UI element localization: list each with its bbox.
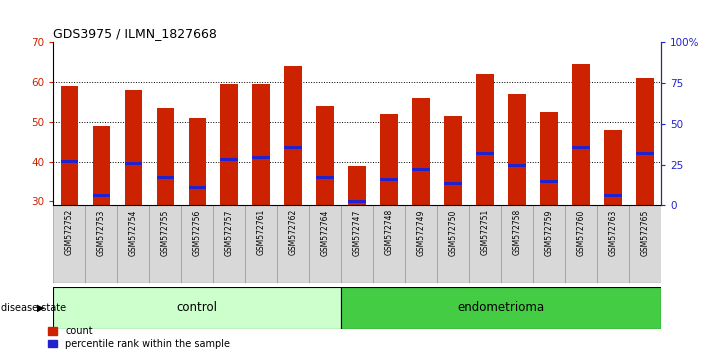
Bar [92, 194, 110, 197]
FancyBboxPatch shape [149, 205, 181, 283]
Text: GSM572758: GSM572758 [513, 209, 522, 256]
Bar [444, 182, 462, 185]
Bar [540, 112, 558, 205]
Text: GSM572762: GSM572762 [289, 209, 298, 256]
FancyBboxPatch shape [501, 205, 533, 283]
Text: GSM572761: GSM572761 [257, 209, 266, 256]
Bar [604, 130, 622, 205]
Bar [604, 194, 622, 197]
Bar [284, 146, 302, 149]
Text: GSM572750: GSM572750 [449, 209, 458, 256]
Text: GSM572756: GSM572756 [193, 209, 202, 256]
Text: GSM572747: GSM572747 [353, 209, 362, 256]
FancyBboxPatch shape [213, 205, 245, 283]
Bar [412, 98, 430, 205]
Bar [156, 108, 174, 205]
Bar [284, 66, 302, 205]
Bar [252, 156, 270, 159]
Text: GSM572751: GSM572751 [481, 209, 490, 256]
Text: GSM572754: GSM572754 [129, 209, 138, 256]
Bar [540, 180, 558, 183]
Text: GSM572749: GSM572749 [417, 209, 426, 256]
Bar [188, 118, 206, 205]
Text: GSM572764: GSM572764 [321, 209, 330, 256]
Bar [316, 176, 334, 179]
Bar [380, 114, 398, 205]
Text: GSM572765: GSM572765 [641, 209, 650, 256]
Bar [188, 186, 206, 189]
Bar [348, 166, 366, 205]
FancyBboxPatch shape [469, 205, 501, 283]
Bar [636, 152, 654, 155]
Bar [60, 160, 78, 163]
Bar [508, 164, 526, 167]
Text: GSM572763: GSM572763 [609, 209, 618, 256]
Text: ▶: ▶ [37, 303, 45, 313]
Bar [316, 106, 334, 205]
Bar [572, 146, 590, 149]
FancyBboxPatch shape [341, 287, 661, 329]
Bar [380, 178, 398, 181]
Text: GSM572753: GSM572753 [97, 209, 106, 256]
FancyBboxPatch shape [533, 205, 565, 283]
FancyBboxPatch shape [53, 287, 341, 329]
Text: GSM572755: GSM572755 [161, 209, 170, 256]
FancyBboxPatch shape [565, 205, 597, 283]
Text: GSM572760: GSM572760 [577, 209, 586, 256]
Text: control: control [177, 302, 218, 314]
Bar [572, 64, 590, 205]
FancyBboxPatch shape [85, 205, 117, 283]
FancyBboxPatch shape [597, 205, 629, 283]
FancyBboxPatch shape [341, 205, 373, 283]
FancyBboxPatch shape [309, 205, 341, 283]
Bar [124, 162, 142, 165]
Bar [220, 158, 238, 161]
Bar [636, 78, 654, 205]
Text: GDS3975 / ILMN_1827668: GDS3975 / ILMN_1827668 [53, 27, 217, 40]
Bar [476, 74, 494, 205]
Bar [220, 84, 238, 205]
FancyBboxPatch shape [629, 205, 661, 283]
Text: GSM572759: GSM572759 [545, 209, 554, 256]
Text: GSM572748: GSM572748 [385, 209, 394, 256]
Bar [252, 84, 270, 205]
FancyBboxPatch shape [245, 205, 277, 283]
FancyBboxPatch shape [117, 205, 149, 283]
Text: GSM572752: GSM572752 [65, 209, 74, 256]
Text: endometrioma: endometrioma [458, 302, 545, 314]
Bar [508, 94, 526, 205]
FancyBboxPatch shape [53, 205, 85, 283]
Text: disease state: disease state [1, 303, 66, 313]
Bar [444, 116, 462, 205]
Bar [92, 126, 110, 205]
FancyBboxPatch shape [405, 205, 437, 283]
Bar [156, 176, 174, 179]
Bar [412, 168, 430, 171]
Legend: count, percentile rank within the sample: count, percentile rank within the sample [48, 326, 230, 349]
Bar [476, 152, 494, 155]
FancyBboxPatch shape [437, 205, 469, 283]
FancyBboxPatch shape [181, 205, 213, 283]
Text: GSM572757: GSM572757 [225, 209, 234, 256]
Bar [60, 86, 78, 205]
FancyBboxPatch shape [373, 205, 405, 283]
Bar [348, 200, 366, 203]
FancyBboxPatch shape [277, 205, 309, 283]
Bar [124, 90, 142, 205]
